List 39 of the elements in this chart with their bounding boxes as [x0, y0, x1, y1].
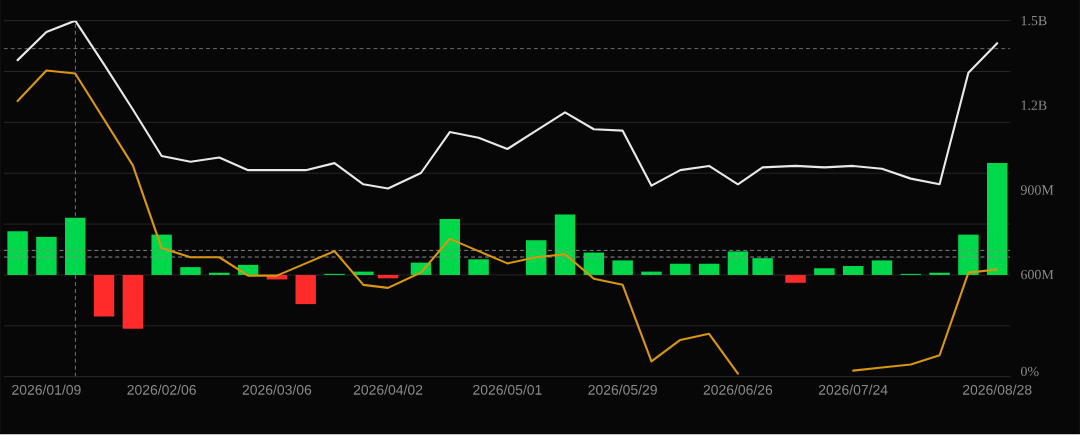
- x-tick-label: 2026/07/24: [818, 384, 888, 396]
- bar: [698, 264, 720, 276]
- x-tick-label: 2026/04/02: [353, 384, 423, 396]
- bar: [670, 264, 691, 276]
- y-tick-label: 600M: [1021, 270, 1054, 280]
- bar: [295, 275, 316, 305]
- bar: [122, 275, 144, 329]
- bar: [526, 240, 547, 276]
- ref-line-label: 0%: [1020, 366, 1039, 377]
- x-tick-label: 2026/02/06: [127, 384, 196, 396]
- bar: [7, 231, 28, 276]
- bar: [958, 234, 979, 276]
- x-tick-label: 2026/08/28: [963, 384, 1032, 396]
- bar: [180, 267, 201, 276]
- bar: [93, 275, 115, 317]
- bar: [842, 266, 864, 276]
- bar: [785, 275, 806, 284]
- bar: [554, 214, 576, 276]
- bar: [752, 258, 773, 276]
- bar: [986, 163, 1008, 276]
- bar: [439, 219, 460, 276]
- x-tick-label: 2026/06/26: [703, 384, 773, 396]
- bar: [727, 251, 749, 276]
- x-tick-label: 2026/05/01: [473, 384, 542, 396]
- y-tick-label: 900M: [1020, 185, 1054, 195]
- bar: [151, 234, 172, 276]
- bar: [36, 237, 57, 276]
- bar: [814, 268, 835, 276]
- y-tick-label: 1.2B: [1021, 100, 1047, 111]
- bar: [871, 260, 893, 276]
- y-tick-label: 1.5B: [1021, 16, 1047, 26]
- x-tick-label: 2026/03/06: [242, 384, 312, 396]
- bar: [612, 260, 633, 276]
- bar: [641, 271, 662, 276]
- x-tick-label: 2026/05/29: [588, 384, 657, 396]
- x-tick-label: 2026/01/09: [12, 384, 81, 396]
- bar: [468, 259, 489, 276]
- bar: [65, 218, 86, 276]
- bar: [929, 272, 950, 276]
